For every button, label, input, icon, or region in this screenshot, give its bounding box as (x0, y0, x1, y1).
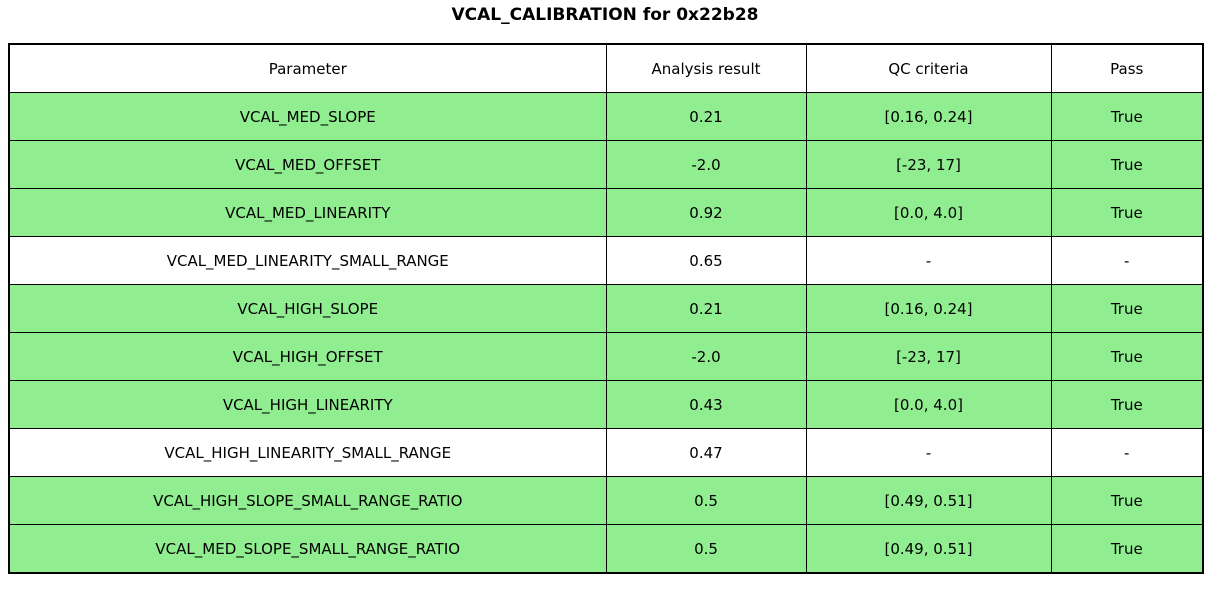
pass-cell: - (1050, 236, 1204, 285)
table-row: VCAL_MED_OFFSET -2.0 [-23, 17] True (8, 140, 1204, 189)
param-cell: VCAL_MED_OFFSET (8, 140, 607, 189)
analysis-result-cell: -2.0 (605, 332, 807, 381)
pass-cell: True (1050, 284, 1204, 333)
qc-criteria-cell: - (805, 236, 1052, 285)
table-row: VCAL_HIGH_SLOPE_SMALL_RANGE_RATIO 0.5 [0.4… (8, 476, 1204, 525)
table-row: VCAL_HIGH_OFFSET -2.0 [-23, 17] True (8, 332, 1204, 381)
analysis-result-cell: 0.5 (605, 524, 807, 574)
param-cell: VCAL_MED_LINEARITY (8, 188, 607, 237)
column-header-qc-criteria: QC criteria (805, 43, 1052, 93)
analysis-result-cell: 0.43 (605, 380, 807, 429)
qc-criteria-cell: [0.0, 4.0] (805, 380, 1052, 429)
table-row: VCAL_MED_SLOPE_SMALL_RANGE_RATIO 0.5 [0.49… (8, 524, 1204, 574)
qc-criteria-cell: [-23, 17] (805, 332, 1052, 381)
analysis-result-cell: 0.21 (605, 284, 807, 333)
table-row: VCAL_HIGH_SLOPE 0.21 [0.16, 0.24] True (8, 284, 1204, 333)
table-row: VCAL_HIGH_LINEARITY_SMALL_RANGE 0.47- - (8, 428, 1204, 477)
qc-criteria-cell: [0.16, 0.24] (805, 284, 1052, 333)
table-row: VCAL_HIGH_LINEARITY 0.43 [0.0, 4.0] True (8, 380, 1204, 429)
header-row: Parameter Analysis result QC criteria Pass (8, 43, 1204, 93)
param-cell: VCAL_HIGH_OFFSET (8, 332, 607, 381)
analysis-result-cell: -2.0 (605, 140, 807, 189)
param-cell: VCAL_MED_SLOPE_SMALL_RANGE_RATIO (8, 524, 607, 574)
param-cell: VCAL_MED_SLOPE (8, 92, 607, 141)
pass-cell: - (1050, 428, 1204, 477)
qc-criteria-cell: [0.0, 4.0] (805, 188, 1052, 237)
param-cell: VCAL_MED_LINEARITY_SMALL_RANGE (8, 236, 607, 285)
analysis-result-cell: 0.21 (605, 92, 807, 141)
pass-cell: True (1050, 92, 1204, 141)
qc-calibration-table: Parameter Analysis result QC criteria Pass … (8, 43, 1204, 574)
analysis-result-cell: 0.5 (605, 476, 807, 525)
param-cell: VCAL_HIGH_SLOPE_SMALL_RANGE_RATIO (8, 476, 607, 525)
qc-criteria-cell: [0.49, 0.51] (805, 476, 1052, 525)
table-header: Parameter Analysis result QC criteria Pass (8, 43, 1204, 93)
pass-cell: True (1050, 140, 1204, 189)
analysis-result-cell: 0.92 (605, 188, 807, 237)
analysis-result-cell: 0.65 (605, 236, 807, 285)
table-body: VCAL_MED_SLOPE 0.21 [0.16, 0.24] True VCAL_M… (8, 92, 1204, 574)
pass-cell: True (1050, 380, 1204, 429)
analysis-result-cell: 0.47 (605, 428, 807, 477)
table-row: VCAL_MED_SLOPE 0.21 [0.16, 0.24] True (8, 92, 1204, 141)
pass-cell: True (1050, 476, 1204, 525)
pass-cell: True (1050, 524, 1204, 574)
param-cell: VCAL_HIGH_SLOPE (8, 284, 607, 333)
qc-criteria-cell: [0.16, 0.24] (805, 92, 1052, 141)
column-header-parameter: Parameter (8, 43, 607, 93)
param-cell: VCAL_HIGH_LINEARITY_SMALL_RANGE (8, 428, 607, 477)
pass-cell: True (1050, 332, 1204, 381)
figure-title: VCAL_CALIBRATION for 0x22b28 (451, 5, 759, 25)
qc-criteria-cell: [0.49, 0.51] (805, 524, 1052, 574)
qc-criteria-cell: [-23, 17] (805, 140, 1052, 189)
column-header-analysis-result: Analysis result (605, 43, 807, 93)
param-cell: VCAL_HIGH_LINEARITY (8, 380, 607, 429)
table-row: VCAL_MED_LINEARITY 0.92 [0.0, 4.0] True (8, 188, 1204, 237)
pass-cell: True (1050, 188, 1204, 237)
qc-criteria-cell: - (805, 428, 1052, 477)
column-header-pass: Pass (1050, 43, 1204, 93)
table-row: VCAL_MED_LINEARITY_SMALL_RANGE 0.65- - (8, 236, 1204, 285)
